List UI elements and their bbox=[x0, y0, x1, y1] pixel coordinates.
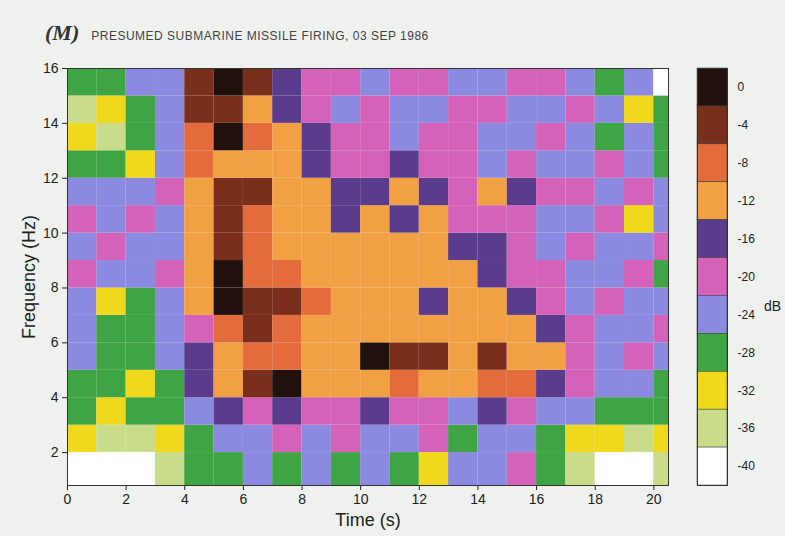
svg-text:-4: -4 bbox=[738, 118, 749, 132]
svg-text:-32: -32 bbox=[738, 384, 756, 398]
svg-text:14: 14 bbox=[470, 491, 486, 507]
svg-text:Frequency (Hz): Frequency (Hz) bbox=[19, 215, 39, 339]
svg-text:-40: -40 bbox=[738, 459, 756, 473]
svg-text:16: 16 bbox=[529, 491, 545, 507]
svg-text:6: 6 bbox=[240, 491, 248, 507]
html-text:(M): (M) bbox=[45, 20, 80, 45]
html-text:dB: dB bbox=[764, 298, 782, 314]
html-text:PRESUMED SUBMARINE MISSILE FIR: PRESUMED SUBMARINE MISSILE FIRING, 03 SE… bbox=[91, 29, 429, 43]
svg-text:4: 4 bbox=[51, 389, 59, 405]
svg-text:2: 2 bbox=[51, 444, 59, 460]
svg-text:-12: -12 bbox=[738, 194, 756, 208]
svg-text:-24: -24 bbox=[738, 308, 756, 322]
svg-text:2: 2 bbox=[122, 491, 130, 507]
svg-text:0: 0 bbox=[738, 80, 745, 94]
svg-text:10: 10 bbox=[43, 225, 59, 241]
svg-text:-36: -36 bbox=[738, 421, 756, 435]
svg-text:16: 16 bbox=[43, 60, 59, 76]
svg-text:12: 12 bbox=[43, 170, 59, 186]
svg-text:-8: -8 bbox=[738, 156, 749, 170]
svg-text:-16: -16 bbox=[738, 232, 756, 246]
svg-text:0: 0 bbox=[64, 491, 72, 507]
svg-text:20: 20 bbox=[646, 491, 662, 507]
svg-text:8: 8 bbox=[298, 491, 306, 507]
svg-text:12: 12 bbox=[412, 491, 428, 507]
svg-text:-28: -28 bbox=[738, 346, 756, 360]
svg-text:-20: -20 bbox=[738, 270, 756, 284]
svg-text:18: 18 bbox=[587, 491, 603, 507]
svg-text:10: 10 bbox=[353, 491, 369, 507]
svg-text:Time (s): Time (s) bbox=[335, 510, 400, 530]
svg-text:4: 4 bbox=[181, 491, 189, 507]
svg-text:6: 6 bbox=[51, 334, 59, 350]
svg-text:14: 14 bbox=[43, 115, 59, 131]
svg-text:8: 8 bbox=[51, 279, 59, 295]
